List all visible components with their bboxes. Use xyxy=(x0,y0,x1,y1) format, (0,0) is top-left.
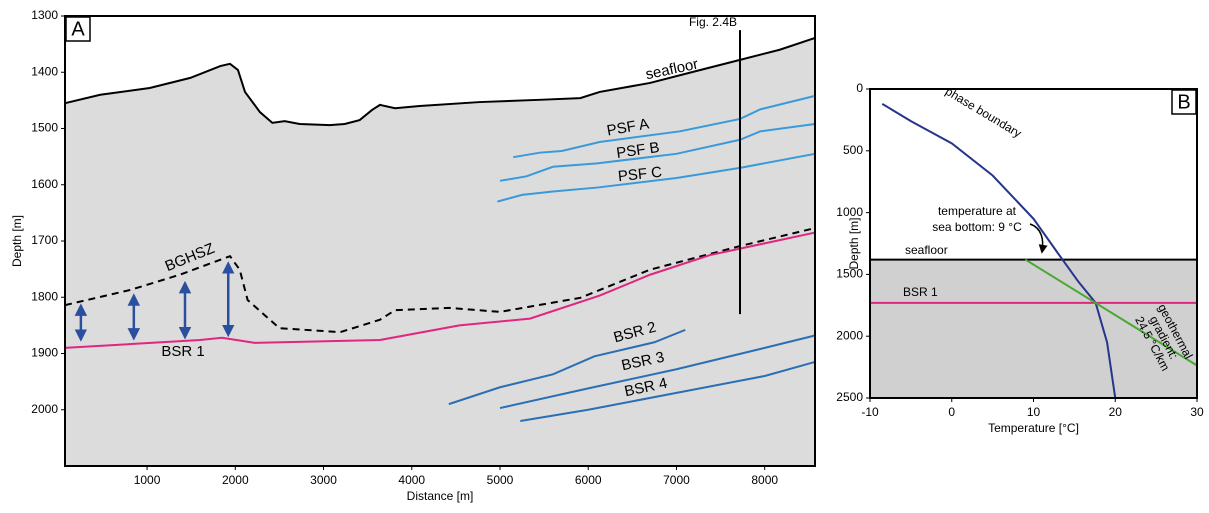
x-tick-label: 0 xyxy=(948,405,955,419)
series-label: PSF C xyxy=(617,164,663,186)
y-tick-label: 1900 xyxy=(31,346,58,360)
series-line xyxy=(448,328,686,406)
y-tick-label: 1300 xyxy=(31,8,58,22)
panel-label: A xyxy=(71,18,85,40)
annotation-line: sea bottom: 9 °C xyxy=(932,220,1022,234)
annotation-line: temperature at xyxy=(938,204,1017,218)
x-tick-label: 3000 xyxy=(310,473,337,487)
y-tick-label: 1500 xyxy=(31,121,58,135)
y-tick-label: 2000 xyxy=(31,402,58,416)
series-line xyxy=(64,231,816,349)
series-label: PSF B xyxy=(615,139,660,162)
x-tick-label: 2000 xyxy=(222,473,249,487)
series-line xyxy=(881,102,1117,399)
x-tick-label: 20 xyxy=(1109,405,1123,419)
annotation: temperature at sea bottom: 9 °C xyxy=(932,204,1022,234)
series-line xyxy=(520,360,816,422)
y-tick-label: 1400 xyxy=(31,64,58,78)
panel-label-box xyxy=(1171,89,1197,115)
y-tick-label: 1600 xyxy=(31,177,58,191)
panel-label: B xyxy=(1177,91,1190,113)
y-axis-label: Depth [m] xyxy=(10,215,24,267)
series-label: BSR 1 xyxy=(903,285,938,299)
y-tick-label: 2000 xyxy=(836,328,863,342)
panel-label-box xyxy=(65,16,91,42)
x-tick-label: 10 xyxy=(1027,405,1041,419)
area-fill xyxy=(870,259,1197,398)
area-fill xyxy=(65,37,815,466)
x-axis-label: Distance [m] xyxy=(407,489,474,503)
series-line xyxy=(64,227,816,334)
series-label: seafloor xyxy=(905,243,948,257)
x-tick-label: 8000 xyxy=(751,473,778,487)
y-tick-label: 500 xyxy=(843,143,863,157)
x-tick-label: 7000 xyxy=(663,473,690,487)
plot-frame xyxy=(869,88,1198,399)
x-axis-label: Temperature [°C] xyxy=(988,421,1079,435)
x-tick-label: 5000 xyxy=(487,473,514,487)
annotation-arrow xyxy=(1029,223,1048,254)
y-axis-label: Depth [m] xyxy=(847,217,861,269)
y-tick-label: 1700 xyxy=(31,233,58,247)
x-tick-label: -10 xyxy=(861,405,879,419)
series-line xyxy=(499,334,816,410)
y-tick-label: 1500 xyxy=(836,267,863,281)
y-tick-label: 1800 xyxy=(31,289,58,303)
series-line xyxy=(513,94,816,159)
series-label: BSR 1 xyxy=(161,343,204,360)
y-tick-label: 0 xyxy=(856,81,863,95)
x-tick-label: 4000 xyxy=(398,473,425,487)
plot-frame xyxy=(64,15,816,467)
y-tick-label: 2500 xyxy=(836,390,863,404)
x-tick-label: 30 xyxy=(1190,405,1204,419)
reference-label: Fig. 2.4B xyxy=(689,15,737,29)
x-tick-label: 6000 xyxy=(575,473,602,487)
y-tick-label: 1000 xyxy=(836,205,863,219)
x-tick-label: 1000 xyxy=(134,473,161,487)
series-line xyxy=(499,123,816,182)
series-line xyxy=(1024,258,1198,367)
series-line xyxy=(64,36,816,127)
